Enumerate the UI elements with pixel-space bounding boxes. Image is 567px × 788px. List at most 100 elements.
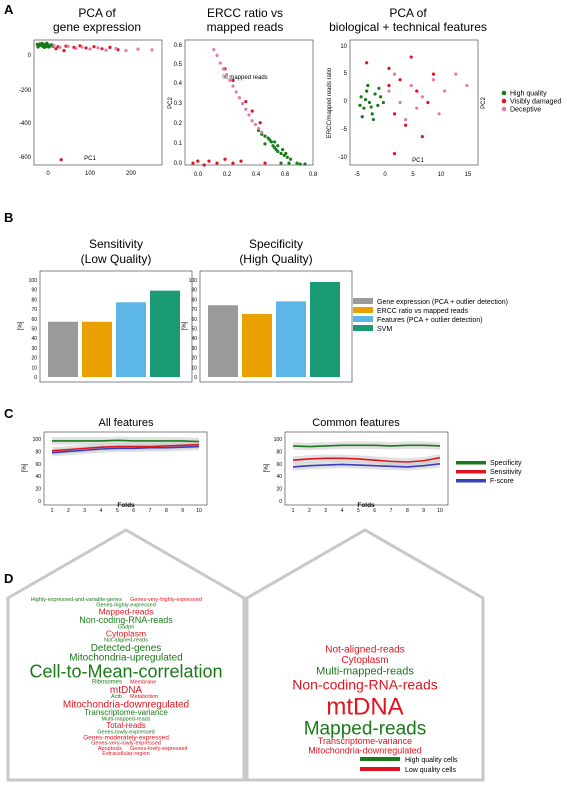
a1-point-deceptive-7 — [104, 48, 108, 52]
a1-point-visibly-damaged-11 — [59, 158, 63, 162]
d-right-word-6: Transcriptome-variance — [318, 736, 412, 746]
d-legend-swatch-high — [360, 757, 400, 761]
d-left-word-12-0: Actb — [111, 694, 122, 700]
a3-point-visibly-damaged-11 — [365, 61, 369, 65]
a3-point-deceptive-1 — [398, 100, 402, 105]
a2-point-high-quality-9 — [279, 151, 283, 156]
a3-point-visibly-damaged-0 — [387, 66, 391, 71]
a2-point-high-quality-13 — [263, 142, 267, 146]
d-left-word-11: mtDNA — [110, 685, 143, 696]
c2-ytick-40: 40 — [276, 474, 282, 480]
a2-point-high-quality-23 — [303, 162, 307, 166]
a1-points — [35, 41, 154, 162]
a2-point-high-quality-11 — [285, 155, 289, 159]
a2-point-deceptive-13 — [253, 123, 257, 127]
a1-point-deceptive-9 — [124, 48, 128, 53]
b-legend-gene-expression: Gene expression (PCA + outlier detection… — [377, 299, 508, 306]
c1-xtick-6: 6 — [132, 508, 135, 514]
a2-point-high-quality-15 — [276, 144, 280, 148]
a2-ylabel: ERCC/mapped reads ratio — [327, 67, 333, 138]
a2-xlabel: % mapped reads — [222, 75, 267, 81]
a3-point-deceptive-2 — [409, 83, 413, 88]
a2-point-deceptive-1 — [215, 53, 219, 57]
c2-xlabel: Folds — [357, 502, 375, 509]
b2-ylabel: [%] — [182, 321, 188, 330]
a1-ytick-200: -200 — [19, 88, 32, 94]
a3-point-deceptive-9 — [415, 106, 419, 110]
b2-ytick-50: 50 — [191, 327, 197, 333]
a2-ytick-6: 0.6 — [174, 43, 183, 49]
d-right-word-7: Mitochondria-downregulated — [308, 745, 422, 755]
panel-label-b: B — [4, 210, 13, 225]
b2-bar-3 — [310, 281, 340, 377]
d-left-word-3: Non-coding-RNA-reads — [79, 615, 173, 625]
b1-ytick-30: 30 — [31, 346, 37, 352]
a3-point-high-quality-2 — [365, 89, 369, 93]
c2-xtick-4: 4 — [341, 508, 344, 514]
a2-point-visibly-damaged-11 — [231, 78, 235, 82]
a3-point-deceptive-8 — [404, 117, 408, 122]
b2-ytick-30: 30 — [191, 346, 197, 352]
d-legend-high: High quality cells — [405, 757, 458, 764]
legend-high-quality-dot — [501, 90, 507, 96]
d-left-word-10-0: Ribosomes — [92, 679, 122, 685]
b1-ytick-70: 70 — [31, 307, 37, 313]
a1-point-deceptive-3 — [74, 46, 78, 51]
a3-point-deceptive-11 — [392, 72, 397, 76]
a2-ytick-4: 0.4 — [174, 81, 183, 87]
c1-xtick-3: 3 — [83, 508, 86, 514]
a3-point-high-quality-9 — [366, 83, 370, 88]
a2-point-high-quality-17 — [284, 151, 288, 156]
a3-point-deceptive-0 — [387, 89, 391, 93]
a2-point-visibly-damaged-7 — [239, 159, 243, 163]
a3-point-visibly-damaged-7 — [431, 72, 436, 76]
a3-point-high-quality-12 — [363, 98, 368, 102]
a1-point-deceptive-5 — [88, 47, 92, 51]
a3-point-visibly-damaged-6 — [420, 134, 424, 139]
b2-ytick-60: 60 — [191, 317, 197, 323]
c1-xtick-2: 2 — [67, 508, 70, 514]
a2-point-deceptive-11 — [247, 113, 251, 117]
a3-point-deceptive-5 — [443, 89, 447, 93]
a2-point-deceptive-9 — [241, 101, 245, 106]
d-left-word-9: Cell-to-Mean-correlation — [29, 662, 222, 682]
d-left-word-10-1: Membrane — [130, 679, 156, 685]
a3-point-high-quality-1 — [362, 106, 366, 110]
a2-point-visibly-damaged-13 — [263, 161, 267, 165]
a2-ticks: 0.0 0.2 0.4 0.6 0.8 0.0 0.1 0.2 0.3 0.4 … — [174, 43, 318, 178]
a3-point-high-quality-5 — [373, 92, 377, 96]
a1-xlabel: PC1 — [84, 156, 96, 162]
a3-point-deceptive-3 — [420, 95, 424, 99]
d-left-word-5: Cytoplasm — [106, 628, 146, 638]
a2-point-visibly-damaged-2 — [202, 163, 206, 167]
c-legend-swatch-specificity — [456, 461, 486, 465]
d-left-word-21: Extracellular-region — [102, 751, 149, 757]
b-legend: Gene expression (PCA + outlier detection… — [353, 298, 508, 333]
a2-point-deceptive-12 — [250, 119, 254, 123]
d-left-word-7: Detected-genes — [91, 643, 162, 654]
c-legend-sensitivity: Sensitivity — [490, 469, 522, 476]
a1-point-deceptive-0 — [52, 44, 56, 48]
a3-point-deceptive-4 — [431, 78, 436, 82]
a2-point-high-quality-2 — [263, 134, 267, 138]
a3-ytick-m5: -5 — [342, 127, 348, 133]
a3-points — [358, 55, 469, 156]
d-left-word-14: Transcriptome-variance — [84, 708, 168, 717]
c1-line-f-score — [51, 445, 200, 454]
legend-deceptive: Deceptive — [510, 107, 541, 114]
a1-ytick-400: -400 — [19, 121, 32, 127]
a3-point-high-quality-13 — [369, 105, 373, 109]
a3-point-visibly-damaged-8 — [392, 152, 397, 156]
a2-title-line2: mapped reads — [207, 20, 284, 34]
a1-frame — [33, 39, 163, 166]
a2-xtick-0: 0.0 — [194, 172, 203, 178]
a3-point-high-quality-0 — [359, 95, 363, 99]
c1-xtick-5: 5 — [116, 508, 119, 514]
a2-point-deceptive-10 — [244, 107, 248, 111]
a3-ytick-m10: -10 — [338, 155, 347, 161]
a3-point-deceptive-10 — [437, 112, 441, 116]
c2-xtick-7: 7 — [390, 508, 393, 514]
d-right-word-3: Non-coding-RNA-reads — [292, 676, 438, 692]
b2-ytick-80: 80 — [191, 297, 197, 303]
